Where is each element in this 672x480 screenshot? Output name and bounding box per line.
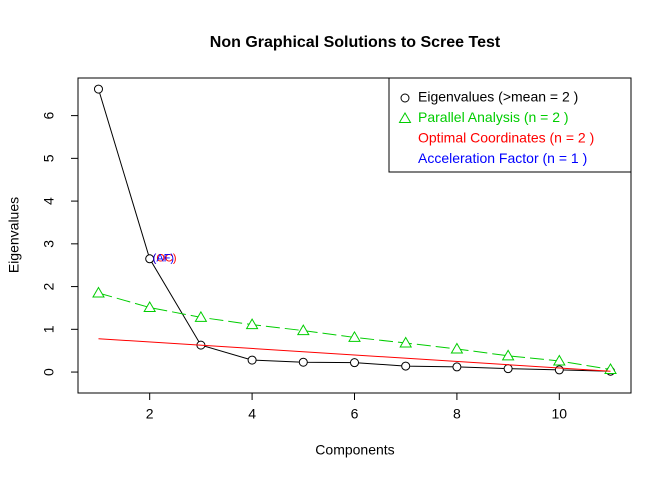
point xyxy=(554,365,564,375)
legend-label: Optimal Coordinates (n = 2 ) xyxy=(418,130,594,146)
point xyxy=(194,310,208,322)
y-tick-label: 2 xyxy=(41,282,57,290)
point xyxy=(348,330,361,342)
legend-label: Parallel Analysis (n = 2 ) xyxy=(418,109,569,125)
legend-marker xyxy=(400,93,410,103)
series-line xyxy=(98,338,611,372)
y-tick-label: 1 xyxy=(41,325,57,333)
x-tick-label: 8 xyxy=(453,406,461,422)
y-tick-label: 5 xyxy=(41,154,57,162)
x-tick-label: 6 xyxy=(351,406,359,422)
legend-label: Eigenvalues (>mean = 2 ) xyxy=(418,89,578,105)
point xyxy=(450,342,464,354)
y-tick-label: 3 xyxy=(41,240,57,248)
legend-box xyxy=(388,77,632,173)
chart-title: Non Graphical Solutions to Scree Test xyxy=(210,34,501,51)
x-tick-label: 2 xyxy=(146,406,154,422)
y-tick-label: 6 xyxy=(41,112,57,120)
legend-label: Acceleration Factor (n = 1 ) xyxy=(418,150,587,166)
point xyxy=(401,361,411,371)
point xyxy=(93,84,103,94)
point xyxy=(92,286,105,298)
point xyxy=(399,336,413,348)
x-tick-label: 10 xyxy=(552,406,568,422)
point xyxy=(298,357,308,367)
y-tick-label: 4 xyxy=(41,197,57,205)
y-tick-label: 0 xyxy=(41,368,57,376)
annotation: (AF) xyxy=(153,253,174,265)
point xyxy=(501,349,515,361)
legend-marker xyxy=(398,112,412,123)
y-axis-label: Eigenvalues xyxy=(6,197,22,273)
point xyxy=(452,362,462,372)
point xyxy=(552,354,566,366)
point xyxy=(145,254,155,264)
annotation: (OC) xyxy=(153,253,177,265)
point xyxy=(296,324,310,336)
point xyxy=(503,364,513,374)
point xyxy=(245,318,259,330)
point xyxy=(350,358,359,368)
point xyxy=(143,301,157,313)
x-axis-label: Components xyxy=(315,442,394,458)
point xyxy=(247,355,257,365)
x-tick-label: 4 xyxy=(248,406,256,422)
